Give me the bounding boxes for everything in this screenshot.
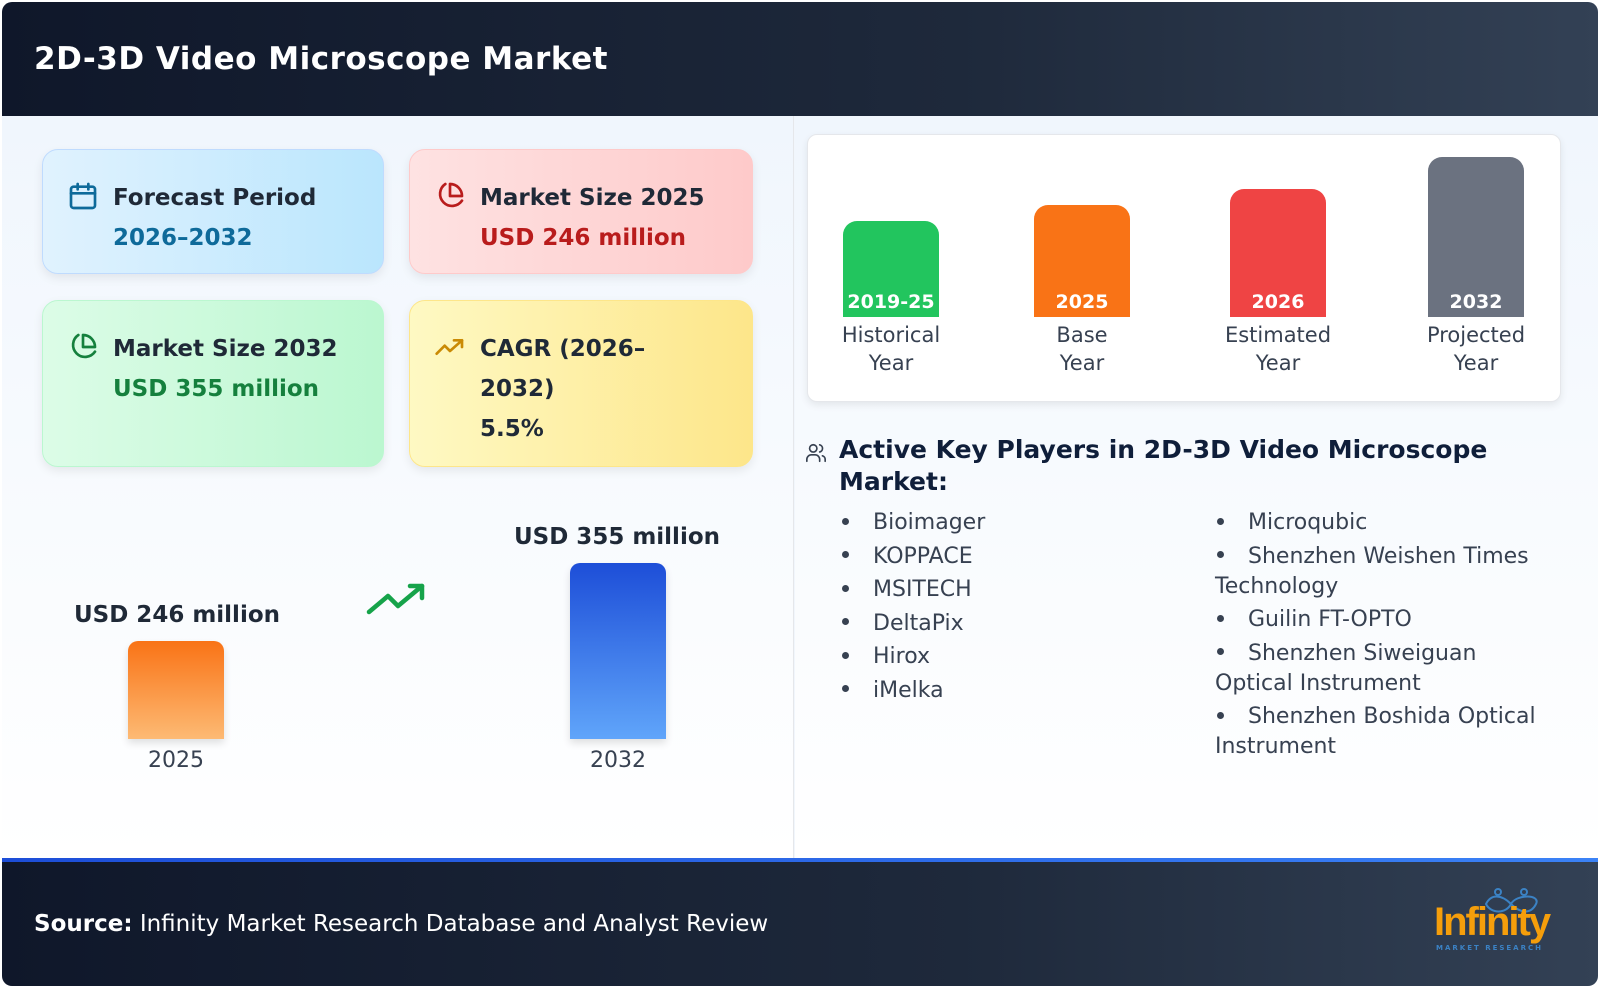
caption-line: Year bbox=[1453, 351, 1499, 375]
list-item: iMelka bbox=[840, 676, 1170, 706]
timeline-bar: 2019-25 bbox=[843, 221, 939, 317]
card-title: Market Size 2032 bbox=[113, 336, 338, 362]
card-value: 2026–2032 bbox=[113, 225, 253, 251]
timeline-caption: Estimated Year bbox=[1195, 321, 1361, 377]
timeline-caption: Projected Year bbox=[1393, 321, 1559, 377]
player-name: MSITECH bbox=[873, 577, 972, 602]
timeline-caption: Base Year bbox=[999, 321, 1165, 377]
caption-line: Projected bbox=[1426, 323, 1526, 347]
card-title: CAGR (2026–2032) bbox=[480, 336, 646, 402]
card-value: USD 355 million bbox=[113, 376, 320, 402]
caption-line: Historical bbox=[841, 323, 941, 347]
player-name: KOPPACE bbox=[873, 543, 973, 569]
source-label: Source: bbox=[34, 911, 133, 937]
player-name: DeltaPix bbox=[873, 610, 964, 636]
list-item: Bioimager bbox=[840, 508, 1170, 538]
list-item: KOPPACE bbox=[840, 542, 1170, 572]
caption-line: Year bbox=[1255, 351, 1301, 375]
source-description: Infinity Market Research Database and An… bbox=[132, 911, 769, 937]
bullet bbox=[1217, 648, 1224, 655]
trending-up-icon bbox=[435, 339, 464, 355]
timeline-caption: Historical Year bbox=[808, 321, 974, 377]
card-value: USD 246 million bbox=[480, 225, 687, 251]
players-list-b: Microqubic Shenzhen Weishen Times Techno… bbox=[1215, 508, 1560, 766]
card-title: Market Size 2025 bbox=[480, 185, 705, 211]
key-players-title: Active Key Players in 2D-3D Video Micros… bbox=[839, 435, 1488, 496]
timeline-bar: 2025 bbox=[1034, 205, 1130, 317]
bullet bbox=[842, 685, 849, 692]
list-item: MSITECH bbox=[840, 575, 1170, 605]
bullet bbox=[842, 551, 849, 558]
bullet bbox=[842, 618, 849, 625]
users-icon bbox=[806, 443, 826, 463]
page-title: 2D-3D Video Microscope Market bbox=[34, 41, 608, 77]
bullet bbox=[842, 517, 849, 525]
list-item: Shenzhen Boshida Optical Instrument bbox=[1215, 702, 1560, 762]
timeline-projected: 2032 Projected Year bbox=[1393, 135, 1563, 395]
bullet bbox=[1217, 711, 1224, 719]
caption-line: Estimated bbox=[1224, 323, 1332, 347]
player-name: Shenzhen Weishen Times Technology bbox=[1215, 543, 1529, 599]
bullet bbox=[1217, 551, 1224, 558]
players-list-a: Bioimager KOPPACE MSITECH DeltaPix Hirox… bbox=[840, 508, 1170, 709]
caption-line: Base bbox=[1056, 323, 1108, 347]
player-name: Shenzhen Boshida Optical Instrument bbox=[1215, 704, 1536, 759]
cagr-card: CAGR (2026–2032) 5.5% bbox=[409, 300, 753, 467]
player-name: iMelka bbox=[873, 677, 944, 703]
player-name: Shenzhen Siweiguan Optical Instrument bbox=[1215, 640, 1477, 696]
pie-chart-icon bbox=[71, 333, 97, 359]
player-name: Hirox bbox=[873, 644, 931, 669]
bar-value-label: USD 355 million bbox=[513, 524, 721, 550]
footer: Source: Infinity Market Research Databas… bbox=[2, 862, 1598, 986]
player-name: Guilin FT-OPTO bbox=[1248, 607, 1412, 632]
player-name: Bioimager bbox=[873, 510, 986, 535]
bar-value-label: USD 246 million bbox=[73, 602, 281, 628]
card-value: 5.5% bbox=[480, 416, 544, 442]
pie-chart-icon bbox=[438, 182, 464, 208]
bullet bbox=[1217, 614, 1224, 622]
key-players-heading: Active Key Players in 2D-3D Video Micros… bbox=[805, 434, 1565, 498]
timeline-bar: 2032 bbox=[1428, 157, 1524, 317]
list-item: Shenzhen Weishen Times Technology bbox=[1215, 542, 1560, 602]
infinity-logo: Infinity MARKET RESEARCH bbox=[1432, 886, 1562, 960]
logo-wordmark: Infinity bbox=[1434, 900, 1551, 944]
bullet bbox=[1217, 517, 1224, 525]
market-size-2032-card: Market Size 2032 USD 355 million bbox=[42, 300, 384, 467]
infinity-symbol-icon bbox=[1484, 888, 1538, 913]
timeline-estimated: 2026 Estimated Year bbox=[1195, 135, 1365, 395]
bar-2032 bbox=[570, 563, 666, 739]
timeline-historical: 2019-25 Historical Year bbox=[808, 135, 978, 395]
market-size-2025-card: Market Size 2025 USD 246 million bbox=[409, 149, 753, 274]
left-panel: Forecast Period 2026–2032 Market Size 20… bbox=[2, 116, 794, 858]
timeline-card: 2019-25 Historical Year 2025 Base Year 202… bbox=[807, 134, 1561, 402]
card-title: Forecast Period bbox=[113, 185, 317, 211]
caption-line: Year bbox=[868, 351, 914, 375]
list-item: Hirox bbox=[840, 642, 1170, 672]
calendar-icon bbox=[69, 182, 97, 210]
bar-year-label: 2032 bbox=[590, 748, 646, 773]
source-text: Source: Infinity Market Research Databas… bbox=[34, 911, 768, 937]
logo-subtitle: MARKET RESEARCH bbox=[1436, 944, 1543, 952]
list-item: Microqubic bbox=[1215, 508, 1560, 538]
trending-up-icon bbox=[366, 583, 425, 615]
bar-2025 bbox=[128, 641, 224, 739]
right-panel: 2019-25 Historical Year 2025 Base Year 202… bbox=[795, 116, 1598, 858]
list-item: Guilin FT-OPTO bbox=[1215, 605, 1560, 635]
footer-accent-line bbox=[2, 858, 1598, 862]
caption-line: Year bbox=[1059, 351, 1105, 375]
bullet bbox=[842, 651, 849, 659]
bar-year-label: 2025 bbox=[148, 748, 204, 773]
bullet bbox=[842, 584, 849, 592]
forecast-period-card: Forecast Period 2026–2032 bbox=[42, 149, 384, 274]
timeline-base: 2025 Base Year bbox=[999, 135, 1169, 395]
timeline-bar: 2026 bbox=[1230, 189, 1326, 317]
player-name: Microqubic bbox=[1248, 510, 1368, 535]
header: 2D-3D Video Microscope Market bbox=[2, 2, 1598, 116]
list-item: Shenzhen Siweiguan Optical Instrument bbox=[1215, 639, 1560, 699]
list-item: DeltaPix bbox=[840, 609, 1170, 639]
